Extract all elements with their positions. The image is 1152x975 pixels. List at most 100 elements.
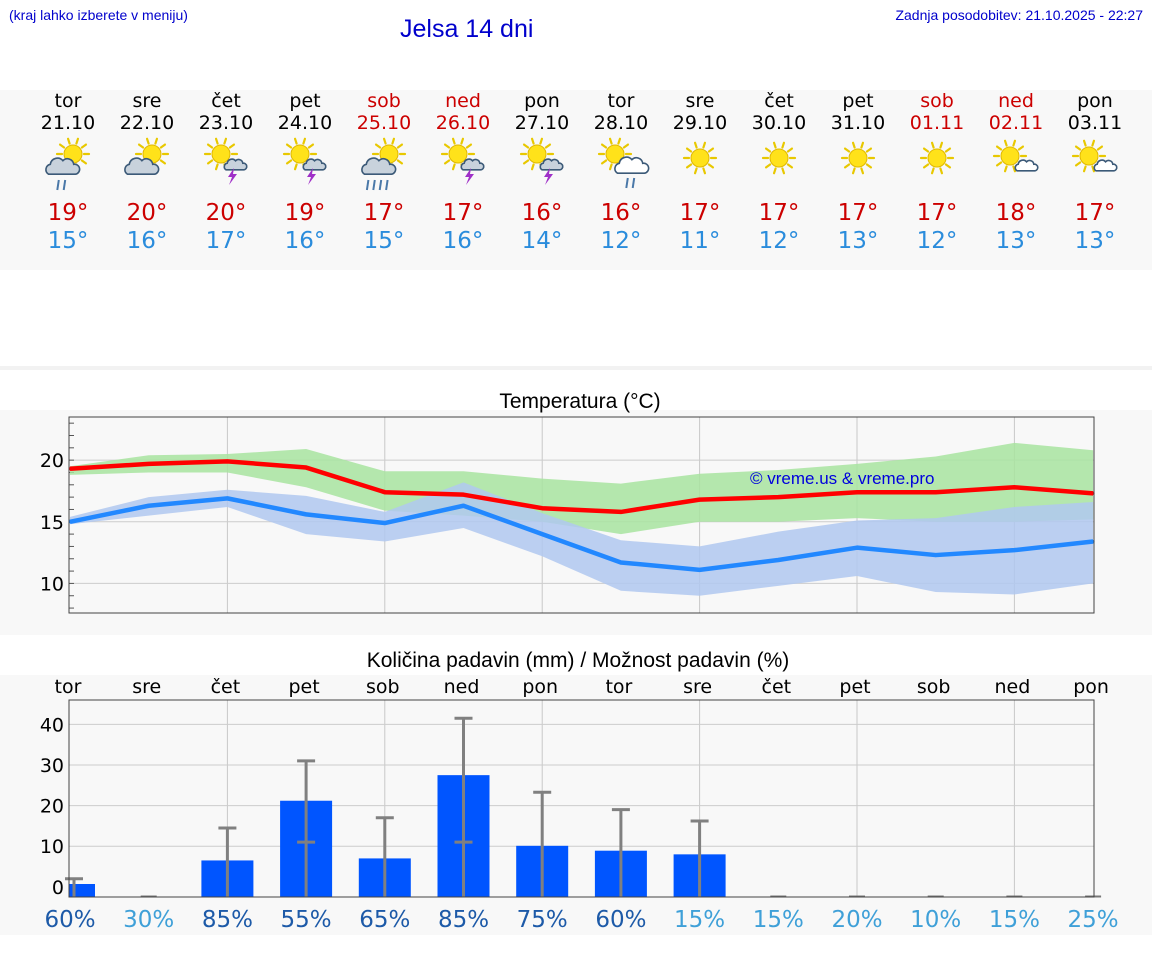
sun-ray bbox=[939, 167, 944, 175]
sun-disc bbox=[690, 148, 710, 168]
precipitation-plot-frame bbox=[68, 699, 1095, 898]
precipitation-y-tick-label: 10 bbox=[40, 836, 64, 858]
max-temperature: 16° bbox=[601, 200, 642, 226]
precipitation-probability: 15% bbox=[989, 907, 1040, 933]
sun-icon bbox=[919, 141, 955, 175]
max-temperature-point bbox=[776, 495, 780, 499]
sun-ray bbox=[544, 143, 552, 149]
sun-ray bbox=[617, 137, 622, 145]
precipitation-x-tick-label: sob bbox=[917, 676, 951, 698]
rain-drop bbox=[56, 179, 60, 191]
precipitation-y-tick-label: 30 bbox=[40, 755, 64, 777]
day-date: 31.10 bbox=[831, 112, 885, 134]
min-temperature: 11° bbox=[680, 228, 721, 254]
sun-ray bbox=[1082, 139, 1087, 147]
sun-ray bbox=[374, 143, 382, 149]
precipitation-probability: 85% bbox=[438, 907, 489, 933]
sun-ray bbox=[922, 147, 930, 153]
sun-ray bbox=[865, 163, 873, 169]
sun-ray bbox=[781, 141, 786, 149]
lightning-bolt bbox=[544, 168, 553, 185]
precipitation-probability: 55% bbox=[281, 907, 332, 933]
min-temperature: 15° bbox=[48, 228, 89, 254]
min-temperature-point bbox=[698, 568, 702, 572]
temperature-y-tick-label: 10 bbox=[40, 573, 64, 595]
day-date: 25.10 bbox=[357, 112, 411, 134]
day-of-week: pet bbox=[842, 90, 873, 112]
min-temperature: 12° bbox=[917, 228, 958, 254]
sun-ray bbox=[58, 143, 66, 149]
precipitation-x-tick-label: pet bbox=[839, 676, 870, 698]
sun-ray bbox=[285, 143, 293, 149]
sun-ray bbox=[608, 163, 613, 171]
lightning-bolt bbox=[228, 168, 237, 185]
sun-ray bbox=[80, 143, 88, 149]
lightning-bolt bbox=[465, 168, 474, 185]
min-temperature-point bbox=[225, 496, 229, 500]
precipitation-probability: 20% bbox=[831, 907, 882, 933]
max-temperature: 17° bbox=[443, 200, 484, 226]
min-temperature: 16° bbox=[127, 228, 168, 254]
max-temperature: 19° bbox=[48, 200, 89, 226]
sun-ray bbox=[707, 163, 715, 169]
day-of-week: čet bbox=[211, 90, 241, 112]
sun-ray bbox=[851, 141, 856, 149]
watermark-text: © vreme.us & vreme.pro bbox=[750, 469, 934, 488]
precipitation-probability: 60% bbox=[595, 907, 646, 933]
sun-ray bbox=[944, 163, 952, 169]
min-temperature-point bbox=[619, 560, 623, 564]
temperature-y-tick-label: 20 bbox=[40, 450, 64, 472]
precipitation-x-tick-label: čet bbox=[211, 676, 241, 698]
sun-ray bbox=[860, 141, 865, 149]
sun-ray bbox=[851, 167, 856, 175]
sun-ray bbox=[382, 137, 387, 145]
sun-disc bbox=[848, 148, 868, 168]
sun-cloud-heavy-rain-icon bbox=[361, 137, 407, 191]
sun-ray bbox=[145, 137, 150, 145]
sun-ray bbox=[206, 159, 214, 165]
sun-ray bbox=[539, 137, 544, 145]
sun-ray bbox=[307, 143, 315, 149]
day-date: 23.10 bbox=[199, 112, 253, 134]
day-of-week: ned bbox=[998, 90, 1034, 112]
max-temperature-point bbox=[1012, 485, 1016, 489]
precipitation-probability: 60% bbox=[44, 907, 95, 933]
max-temperature-point bbox=[383, 490, 387, 494]
precipitation-x-tick-label: sob bbox=[366, 676, 400, 698]
sun-ray bbox=[786, 147, 794, 153]
sun-ray bbox=[1074, 161, 1082, 167]
min-temperature: 13° bbox=[1075, 228, 1116, 254]
max-temperature-point bbox=[619, 510, 623, 514]
sun-ray bbox=[1003, 165, 1008, 173]
last-update-text: Zadnja posodobitev: 21.10.2025 - 22:27 bbox=[895, 7, 1143, 23]
max-temperature-point bbox=[304, 466, 308, 470]
max-temperature-line bbox=[69, 459, 1094, 515]
sun-icon bbox=[761, 141, 797, 175]
sun-ray bbox=[1082, 165, 1087, 173]
precipitation-y-tick-label: 20 bbox=[40, 796, 64, 818]
precipitation-x-tick-label: sre bbox=[132, 676, 161, 698]
max-temperature: 17° bbox=[759, 200, 800, 226]
sun-disc bbox=[927, 148, 947, 168]
max-temperature: 18° bbox=[996, 200, 1037, 226]
sun-ray bbox=[922, 163, 930, 169]
sun-icon bbox=[840, 141, 876, 175]
precipitation-chart: Količina padavin (mm) / Možnost padavin … bbox=[40, 649, 1119, 933]
sun-ray bbox=[451, 163, 456, 171]
precipitation-probability: 25% bbox=[1068, 907, 1119, 933]
min-temperature: 14° bbox=[522, 228, 563, 254]
menu-hint-link[interactable]: (kraj lahko izberete v meniju) bbox=[9, 7, 188, 23]
sun-ray bbox=[600, 143, 608, 149]
sun-ray bbox=[522, 159, 530, 165]
day-of-week: tor bbox=[608, 90, 635, 112]
sun-ray bbox=[1017, 145, 1025, 151]
sun-ray bbox=[939, 141, 944, 149]
